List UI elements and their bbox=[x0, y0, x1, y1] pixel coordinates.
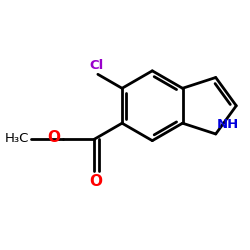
Text: O: O bbox=[48, 130, 60, 145]
Text: Cl: Cl bbox=[90, 59, 104, 72]
Text: NH: NH bbox=[217, 118, 239, 131]
Text: H₃C: H₃C bbox=[5, 132, 29, 145]
Text: O: O bbox=[89, 174, 102, 188]
